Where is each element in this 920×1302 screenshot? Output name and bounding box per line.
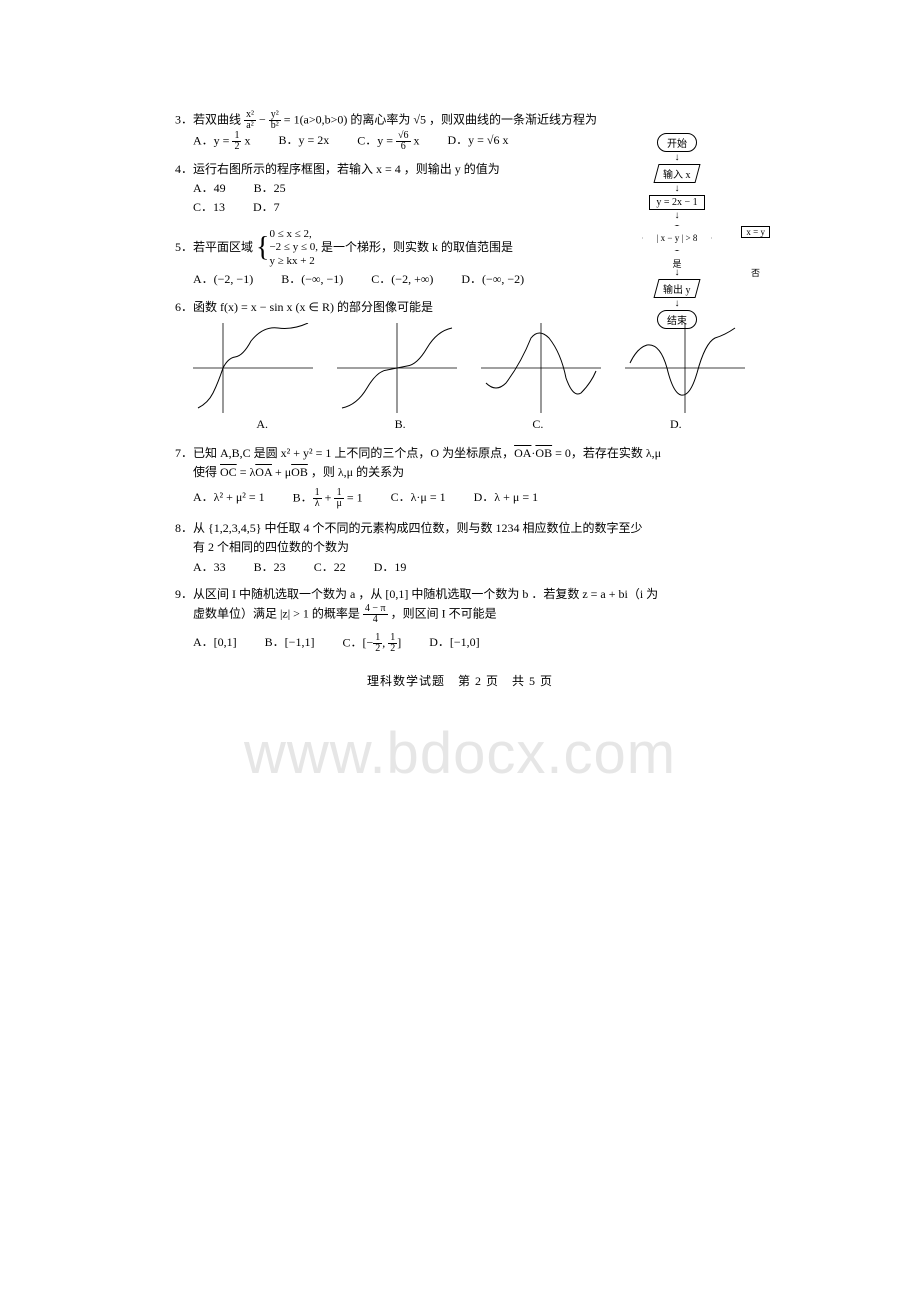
q6-text: 6．函数 f(x) = x − sin x (x ∈ R) 的部分图像可能是: [175, 298, 745, 317]
q5-sys1: 0 ≤ x ≤ 2,: [269, 228, 311, 240]
q3-option-c: C．y = √66 x: [357, 131, 419, 152]
q6-graphs: [193, 323, 745, 413]
graph-d: [625, 323, 745, 413]
question-3: 3．若双曲线 x²a² − y²b² = 1(a>0,b>0) 的离心率为 √5…: [175, 110, 745, 152]
q4-option-d: D．7: [253, 198, 280, 217]
watermark-text: www.bdocx.com: [244, 720, 676, 787]
q8-text2: 有 2 个相同的四位数的个数为: [175, 538, 745, 557]
q6-option-b: B.: [395, 415, 406, 434]
graph-b: [337, 323, 457, 413]
q5-sys3: y ≥ kx + 2: [269, 255, 314, 267]
q6-option-d: D.: [670, 415, 682, 434]
q8-text1: 8．从 {1,2,3,4,5} 中任取 4 个不同的元素构成四位数，则与数 12…: [175, 519, 745, 538]
page-footer: 理科数学试题 第 2 页 共 5 页: [175, 672, 745, 691]
q7-text2: 使得 OC = λOA + μOB ，则 λ,μ 的关系为: [175, 463, 745, 482]
q5-option-a: A．(−2, −1): [193, 270, 253, 289]
q8-option-c: C．22: [314, 558, 346, 577]
q5-pre: 5．若平面区域: [175, 240, 253, 254]
q5-option-b: B．(−∞, −1): [281, 270, 343, 289]
q7-option-d: D．λ + μ = 1: [474, 488, 538, 509]
q5-option-d: D．(−∞, −2): [461, 270, 524, 289]
q9-option-c: C．[−12, 12]: [342, 633, 401, 654]
q6-option-a: A.: [256, 415, 268, 434]
q8-option-b: B．23: [254, 558, 286, 577]
q4-option-b: B．25: [254, 179, 286, 198]
q7-option-c: C．λ·μ = 1: [391, 488, 446, 509]
graph-c: [481, 323, 601, 413]
question-9: 9．从区间 I 中随机选取一个数为 a ，从 [0,1] 中随机选取一个数为 b…: [175, 585, 745, 654]
q5-post: 是一个梯形，则实数 k 的取值范围是: [321, 240, 513, 254]
q5-option-c: C．(−2, +∞): [371, 270, 433, 289]
q8-option-d: D．19: [374, 558, 407, 577]
q6-option-c: C.: [532, 415, 543, 434]
exam-page: 3．若双曲线 x²a² − y²b² = 1(a>0,b>0) 的离心率为 √5…: [0, 0, 920, 691]
fc-condition: | x − y | > 8: [642, 225, 712, 251]
question-8: 8．从 {1,2,3,4,5} 中任取 4 个不同的元素构成四位数，则与数 12…: [175, 519, 745, 577]
q4-option-a: A．49: [193, 179, 226, 198]
q4-option-c: C．13: [193, 198, 225, 217]
q8-option-a: A．33: [193, 558, 226, 577]
q3-option-b: B．y = 2x: [278, 131, 329, 152]
q9-text2: 虚数单位）满足 |z| > 1 的概率是 4 − π4 ，则区间 I 不可能是: [175, 604, 745, 625]
q4-text: 4．运行右图所示的程序框图，若输入 x = 4 ，则输出 y 的值为: [175, 160, 745, 179]
q3-option-a: A．y = 12 x: [193, 131, 250, 152]
question-4: 4．运行右图所示的程序框图，若输入 x = 4 ，则输出 y 的值为 A．49 …: [175, 160, 745, 218]
q5-sys2: −2 ≤ y ≤ 0,: [269, 241, 318, 253]
question-6: 6．函数 f(x) = x − sin x (x ∈ R) 的部分图像可能是: [175, 298, 745, 434]
q7-option-b: B．1λ + 1μ = 1: [293, 488, 363, 509]
graph-a: [193, 323, 313, 413]
question-7: 7．已知 A,B,C 是圆 x² + y² = 1 上不同的三个点，O 为坐标原…: [175, 444, 745, 509]
q9-option-d: D．[−1,0]: [429, 633, 479, 654]
q7-option-a: A．λ² + μ² = 1: [193, 488, 265, 509]
q3-text: 3．若双曲线 x²a² − y²b² = 1(a>0,b>0) 的离心率为 √5…: [175, 110, 745, 131]
q9-text1: 9．从区间 I 中随机选取一个数为 a ，从 [0,1] 中随机选取一个数为 b…: [175, 585, 745, 604]
q3-option-d: D．y = √6 x: [448, 131, 509, 152]
q9-option-a: A．[0,1]: [193, 633, 237, 654]
q9-option-b: B．[−1,1]: [265, 633, 315, 654]
q7-text1: 7．已知 A,B,C 是圆 x² + y² = 1 上不同的三个点，O 为坐标原…: [175, 444, 745, 463]
